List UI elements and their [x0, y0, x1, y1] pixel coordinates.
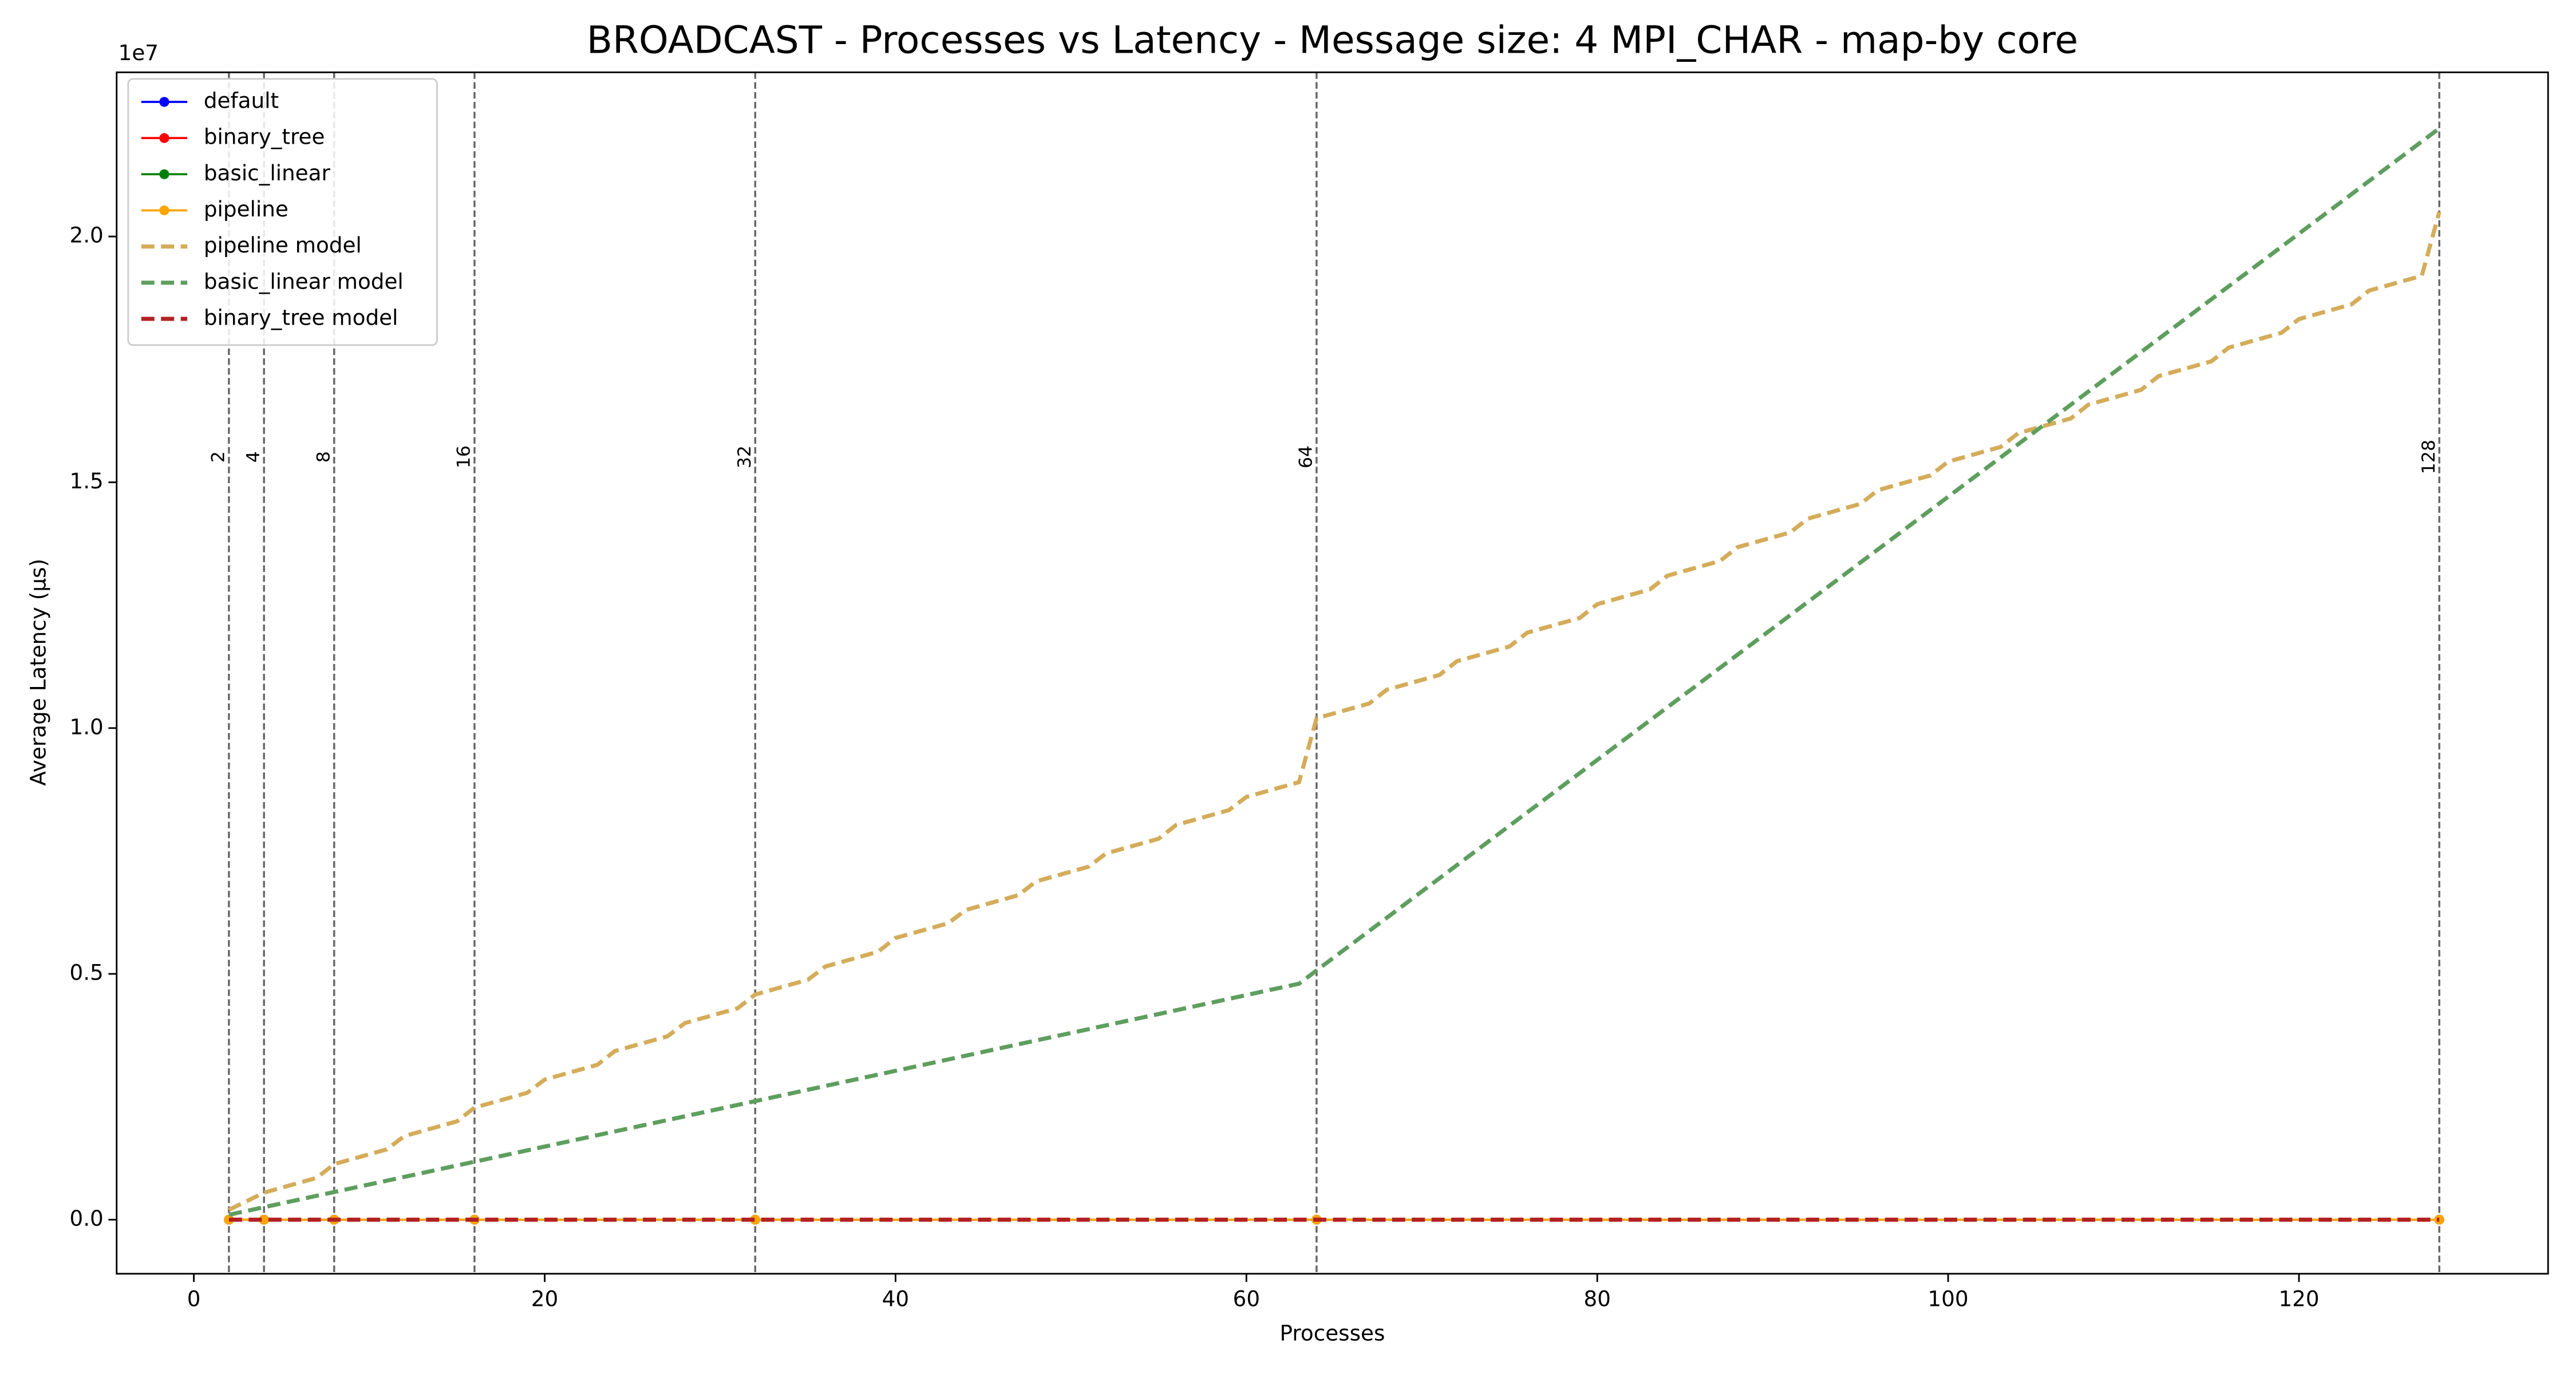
y-tick-label: 1.0	[69, 714, 103, 739]
legend-label: pipeline	[204, 196, 289, 222]
x-tick-label: 60	[1233, 1286, 1260, 1311]
reference-label: 16	[454, 445, 475, 468]
y-tick-label: 2.0	[69, 223, 103, 248]
reference-label: 8	[314, 451, 334, 463]
legend-label: binary_tree	[204, 124, 325, 149]
legend-label: basic_linear	[204, 160, 331, 185]
x-tick-label: 0	[187, 1286, 201, 1311]
y-tick-label: 0.0	[69, 1206, 103, 1231]
legend-box	[127, 78, 438, 346]
x-tick-label: 100	[1928, 1286, 1969, 1311]
reference-label: 32	[734, 445, 755, 468]
legend-marker	[159, 97, 169, 107]
legend: default binary_tree basic_linear pipeline pi…	[127, 78, 438, 346]
reference-label: 128	[2419, 440, 2439, 474]
x-tick-label: 40	[882, 1286, 909, 1311]
y-offset-label: 1e7	[118, 40, 159, 65]
chart-title: BROADCAST - Processes vs Latency - Messa…	[587, 18, 2079, 62]
legend-label: basic_linear model	[204, 269, 404, 294]
legend-label: pipeline model	[204, 232, 362, 258]
reference-label: 64	[1296, 445, 1317, 468]
x-axis-label: Processes	[1280, 1321, 1385, 1346]
y-axis-label: Average Latency (μs)	[25, 559, 50, 786]
series-marker	[2434, 1214, 2444, 1225]
x-tick-label: 80	[1584, 1286, 1611, 1311]
series-marker	[750, 1214, 760, 1225]
y-tick-label: 1.5	[69, 468, 103, 493]
x-tick-label: 120	[2278, 1286, 2319, 1311]
x-tick-label: 20	[531, 1286, 558, 1311]
series-marker	[259, 1214, 269, 1225]
legend-marker	[159, 169, 169, 179]
legend-label: default	[204, 88, 279, 113]
reference-label: 2	[208, 451, 229, 463]
series-line	[228, 127, 2441, 1217]
reference-label: 4	[243, 451, 264, 463]
series-line	[228, 211, 2441, 1212]
plot-frame	[116, 71, 2549, 1275]
y-tick-label: 0.5	[69, 960, 103, 985]
legend-marker	[159, 133, 169, 143]
legend-label: binary_tree model	[204, 305, 398, 330]
legend-marker	[159, 205, 169, 216]
